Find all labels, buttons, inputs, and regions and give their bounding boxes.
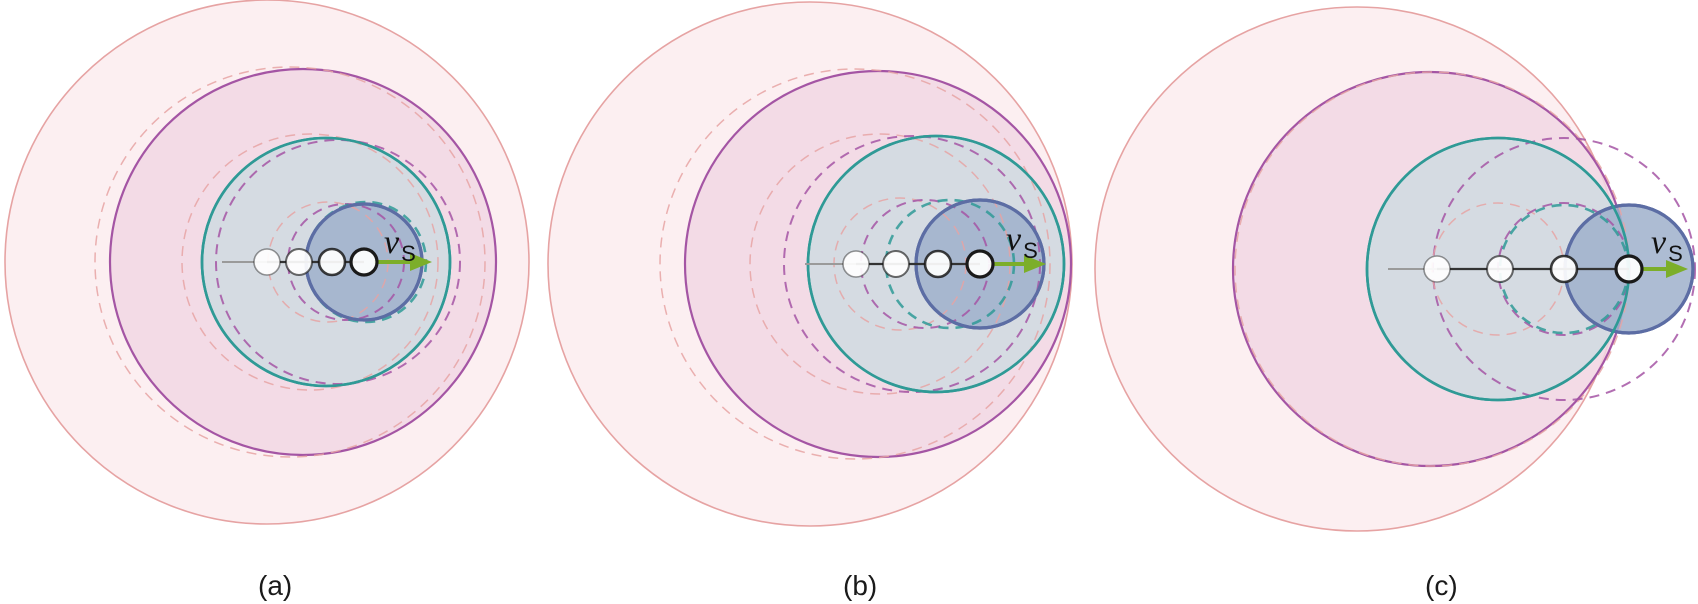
source-position-2 xyxy=(882,250,910,278)
source-position-1 xyxy=(842,250,870,278)
source-position-2 xyxy=(285,248,313,276)
source-position-1 xyxy=(1423,255,1451,283)
source-position-2 xyxy=(1486,255,1514,283)
source-position-3 xyxy=(1549,254,1579,284)
panel-a: vS (a) xyxy=(4,0,530,601)
source-position-3 xyxy=(923,249,953,279)
source-position-4 xyxy=(1614,254,1644,284)
wavefront-third-outline xyxy=(200,136,452,388)
panel-label: (b) xyxy=(843,570,877,601)
source-position-4 xyxy=(349,247,379,277)
panel-c: vS (c) xyxy=(1094,6,1696,601)
dashed-wavefront-2 xyxy=(181,133,439,391)
velocity-label: vS xyxy=(1006,221,1038,263)
velocity-arrow-head xyxy=(1024,255,1046,273)
source-position-3 xyxy=(317,247,347,277)
panel-b: vS (b) xyxy=(547,1,1073,601)
velocity-arrow-head xyxy=(410,253,432,271)
velocity-symbol: v xyxy=(1651,224,1667,261)
velocity-arrow-head xyxy=(1666,260,1688,278)
velocity-symbol: v xyxy=(1006,221,1022,258)
velocity-label: vS xyxy=(1651,224,1683,266)
dashed-wavefront-1 xyxy=(94,66,486,458)
source-position-4 xyxy=(965,249,995,279)
dashed-wavefront-1 xyxy=(659,68,1051,460)
velocity-symbol: v xyxy=(384,224,400,261)
velocity-label: vS xyxy=(384,224,416,266)
dashed-wavefront-3 xyxy=(215,139,461,385)
panel-label: (a) xyxy=(258,570,292,601)
source-position-1 xyxy=(253,248,281,276)
velocity-subscript: S xyxy=(1668,241,1683,266)
velocity-subscript: S xyxy=(1023,238,1038,263)
panel-label: (c) xyxy=(1425,570,1458,601)
velocity-subscript: S xyxy=(401,241,416,266)
